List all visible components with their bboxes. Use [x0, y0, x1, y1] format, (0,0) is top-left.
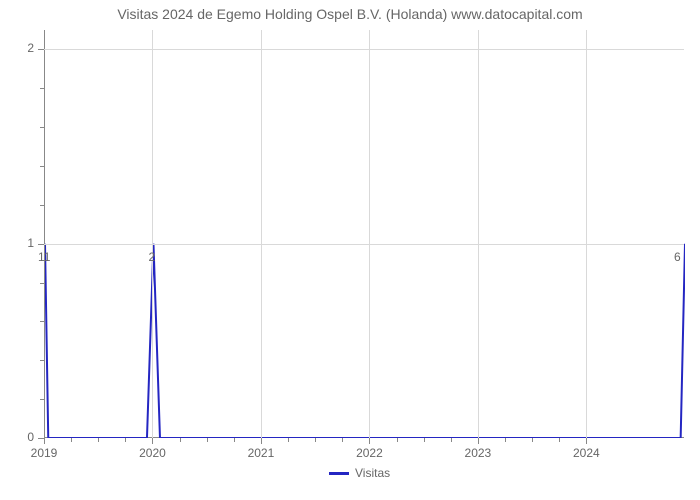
gridline-vertical [478, 30, 479, 438]
data-point-label: 6 [674, 250, 681, 264]
chart-container: Visitas 2024 de Egemo Holding Ospel B.V.… [0, 0, 700, 500]
x-minor-tick [397, 438, 398, 442]
y-minor-tick [40, 360, 44, 361]
gridline-vertical [369, 30, 370, 438]
data-point-label: 2 [148, 250, 155, 264]
y-minor-tick [40, 399, 44, 400]
data-point-label: 11 [38, 250, 50, 264]
x-minor-tick [559, 438, 560, 442]
x-minor-tick [342, 438, 343, 442]
y-minor-tick [40, 283, 44, 284]
gridline-horizontal [44, 49, 684, 50]
x-tick [44, 438, 45, 444]
y-tick [38, 49, 44, 50]
x-minor-tick [451, 438, 452, 442]
x-tick-label: 2024 [566, 446, 606, 460]
x-tick-label: 2019 [24, 446, 64, 460]
y-tick-label: 0 [14, 430, 34, 444]
y-tick [38, 438, 44, 439]
y-minor-tick [40, 321, 44, 322]
x-minor-tick [234, 438, 235, 442]
chart-title: Visitas 2024 de Egemo Holding Ospel B.V.… [0, 6, 700, 22]
legend: Visitas [329, 466, 390, 480]
plot-area [44, 30, 684, 438]
gridline-vertical [152, 30, 153, 438]
series-line [45, 30, 685, 438]
x-tick-label: 2020 [132, 446, 172, 460]
x-tick [261, 438, 262, 444]
x-tick-label: 2021 [241, 446, 281, 460]
x-tick [152, 438, 153, 444]
gridline-horizontal [44, 244, 684, 245]
y-minor-tick [40, 205, 44, 206]
x-tick [586, 438, 587, 444]
x-minor-tick [315, 438, 316, 442]
legend-label: Visitas [355, 466, 390, 480]
y-tick [38, 244, 44, 245]
x-tick [369, 438, 370, 444]
x-minor-tick [207, 438, 208, 442]
y-tick-label: 1 [14, 236, 34, 250]
x-minor-tick [98, 438, 99, 442]
legend-swatch [329, 472, 349, 475]
x-minor-tick [532, 438, 533, 442]
x-minor-tick [71, 438, 72, 442]
x-minor-tick [288, 438, 289, 442]
y-minor-tick [40, 166, 44, 167]
y-minor-tick [40, 127, 44, 128]
y-minor-tick [40, 88, 44, 89]
gridline-vertical [261, 30, 262, 438]
x-tick-label: 2022 [349, 446, 389, 460]
gridline-vertical [586, 30, 587, 438]
y-tick-label: 2 [14, 41, 34, 55]
x-minor-tick [125, 438, 126, 442]
x-minor-tick [505, 438, 506, 442]
x-minor-tick [424, 438, 425, 442]
x-tick-label: 2023 [458, 446, 498, 460]
x-tick [478, 438, 479, 444]
x-minor-tick [180, 438, 181, 442]
